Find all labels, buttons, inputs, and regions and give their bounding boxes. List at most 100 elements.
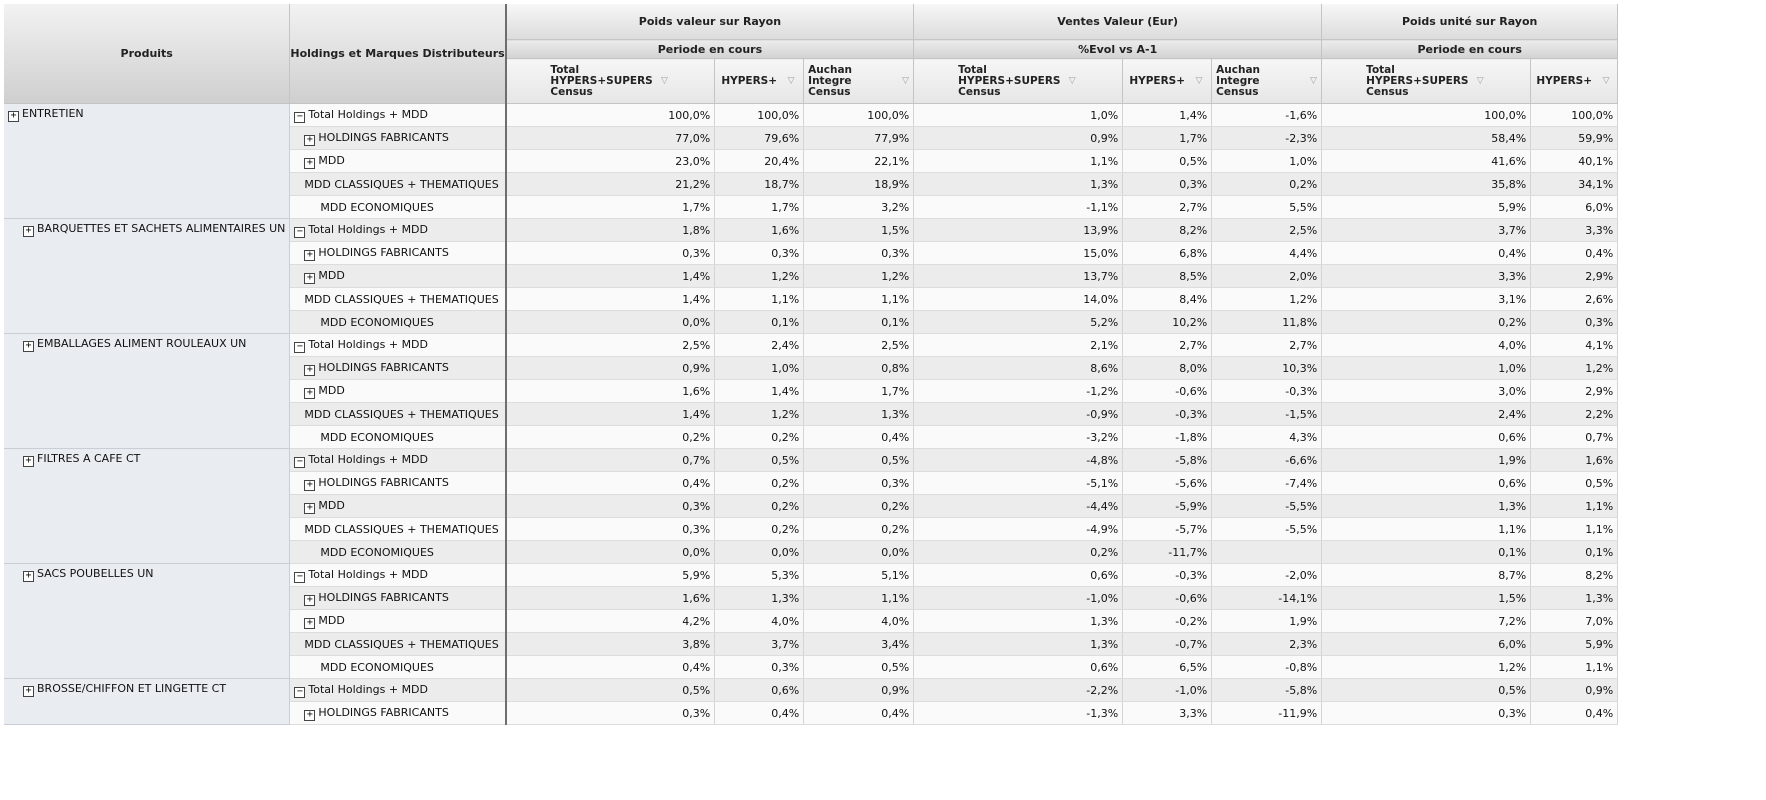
holding-cell[interactable]: − Total Holdings + MDD — [289, 103, 507, 127]
plus-box-icon[interactable]: + — [23, 226, 34, 237]
minus-box-icon[interactable]: − — [294, 571, 306, 583]
value-cell: 0,4% — [803, 701, 915, 725]
value-cell: 1,6% — [1530, 448, 1619, 472]
value-cell: 0,1% — [714, 310, 805, 334]
pivot-table: Produits Holdings et Marques Distributeu… — [4, 4, 1619, 725]
holding-cell[interactable]: + HOLDINGS FABRICANTS — [289, 356, 507, 380]
holding-cell[interactable]: + HOLDINGS FABRICANTS — [289, 241, 507, 265]
plus-box-icon[interactable]: + — [23, 686, 34, 697]
plus-box-icon[interactable]: + — [304, 364, 316, 376]
column-header-0[interactable]: Total HYPERS+SUPERS Census ▽ — [505, 58, 716, 104]
value-cell: -0,3% — [1122, 563, 1213, 587]
table-row: MDD CLASSIQUES + THEMATIQUES 1,4% 1,1% 1,1%… — [4, 287, 1619, 311]
value-cell: 6,8% — [1122, 241, 1213, 265]
plus-box-icon[interactable]: + — [304, 387, 316, 399]
product-cell[interactable]: + SACS POUBELLES UN — [4, 563, 291, 679]
column-header-4[interactable]: HYPERS+ ▽ — [1122, 58, 1213, 104]
value-cell: 0,9% — [1530, 678, 1619, 702]
filter-icon[interactable]: ▽ — [901, 76, 909, 86]
value-cell: 1,0% — [714, 356, 805, 380]
column-header-2[interactable]: Auchan Integre Census ▽ — [803, 58, 915, 104]
holding-cell[interactable]: − Total Holdings + MDD — [289, 678, 507, 702]
minus-box-icon[interactable]: − — [294, 226, 306, 238]
column-header-1[interactable]: HYPERS+ ▽ — [714, 58, 805, 104]
minus-box-icon[interactable]: − — [294, 686, 306, 698]
holding-cell[interactable]: − Total Holdings + MDD — [289, 448, 507, 472]
plus-box-icon[interactable]: + — [23, 456, 34, 467]
holding-label: MDD ECONOMIQUES — [320, 200, 434, 214]
column-header-3[interactable]: Total HYPERS+SUPERS Census ▽ — [913, 58, 1124, 104]
plus-box-icon[interactable]: + — [23, 571, 34, 582]
value-cell: -7,4% — [1211, 471, 1323, 495]
value-cell: -0,6% — [1122, 586, 1213, 610]
product-cell[interactable]: + FILTRES A CAFE CT — [4, 448, 291, 564]
product-cell[interactable]: + EMBALLAGES ALIMENT ROULEAUX UN — [4, 333, 291, 449]
holding-label: Total Holdings + MDD — [308, 222, 428, 236]
holding-cell[interactable]: − Total Holdings + MDD — [289, 333, 507, 357]
plus-box-icon[interactable]: + — [8, 111, 19, 122]
value-cell: 4,0% — [803, 609, 915, 633]
column-header-6[interactable]: Total HYPERS+SUPERS Census ▽ — [1321, 58, 1532, 104]
holding-cell[interactable]: + MDD — [289, 149, 507, 173]
value-cell: -5,8% — [1211, 678, 1323, 702]
plus-box-icon[interactable]: + — [304, 157, 316, 169]
product-cell[interactable]: + ENTRETIEN — [4, 103, 291, 219]
plus-box-icon[interactable]: + — [304, 134, 316, 146]
plus-box-icon[interactable]: + — [304, 479, 316, 491]
plus-box-icon[interactable]: + — [304, 502, 316, 514]
table-row: + SACS POUBELLES UN − Total Holdings + MDD 5… — [4, 563, 1619, 679]
holding-cell[interactable]: − Total Holdings + MDD — [289, 563, 507, 587]
value-cell: 5,1% — [803, 563, 915, 587]
header-holdings[interactable]: Holdings et Marques Distributeurs — [289, 4, 507, 104]
product-cell[interactable]: + BARQUETTES ET SACHETS ALIMENTAIRES UN — [4, 218, 291, 334]
holding-cell[interactable]: + HOLDINGS FABRICANTS — [289, 126, 507, 150]
value-cell: 3,8% — [505, 632, 716, 656]
plus-box-icon[interactable]: + — [304, 617, 316, 629]
column-header-5[interactable]: Auchan Integre Census ▽ — [1211, 58, 1323, 104]
plus-box-icon[interactable]: + — [23, 341, 34, 352]
holding-cell[interactable]: + MDD — [289, 609, 507, 633]
filter-icon[interactable]: ▽ — [1476, 76, 1484, 86]
minus-box-icon[interactable]: − — [294, 456, 306, 468]
plus-box-icon[interactable]: + — [304, 249, 316, 261]
value-cell: 0,3% — [505, 241, 716, 265]
value-cell: 1,4% — [1122, 103, 1213, 127]
holding-cell[interactable]: − Total Holdings + MDD — [289, 218, 507, 242]
filter-icon[interactable]: ▽ — [1195, 76, 1203, 86]
holding-cell[interactable]: + MDD — [289, 494, 507, 518]
plus-box-icon[interactable]: + — [304, 272, 316, 284]
holding-cell[interactable]: + HOLDINGS FABRICANTS — [289, 586, 507, 610]
filter-icon[interactable]: ▽ — [1068, 76, 1076, 86]
minus-box-icon[interactable]: − — [294, 111, 306, 123]
value-cell: 0,6% — [1321, 471, 1532, 495]
holding-cell: MDD ECONOMIQUES — [289, 540, 507, 564]
value-cell: 0,4% — [803, 425, 915, 449]
minus-box-icon[interactable]: − — [294, 341, 306, 353]
header-produits[interactable]: Produits — [4, 4, 291, 104]
value-cell: 1,3% — [913, 172, 1124, 196]
holding-cell[interactable]: + MDD — [289, 379, 507, 403]
plus-box-icon[interactable]: + — [304, 594, 316, 606]
filter-icon[interactable]: ▽ — [1309, 76, 1317, 86]
value-cell: 1,5% — [803, 218, 915, 242]
value-cell: 1,4% — [505, 264, 716, 288]
holding-cell[interactable]: + HOLDINGS FABRICANTS — [289, 701, 507, 725]
value-cell: 20,4% — [714, 149, 805, 173]
column-header-7[interactable]: HYPERS+ ▽ — [1530, 58, 1619, 104]
filter-icon[interactable]: ▽ — [1602, 76, 1610, 86]
holding-cell[interactable]: + HOLDINGS FABRICANTS — [289, 471, 507, 495]
filter-icon[interactable]: ▽ — [787, 76, 795, 86]
value-cell: 2,5% — [1211, 218, 1323, 242]
value-cell: 0,5% — [803, 448, 915, 472]
holding-label: HOLDINGS FABRICANTS — [318, 245, 449, 259]
value-cell: 13,7% — [913, 264, 1124, 288]
filter-icon[interactable]: ▽ — [660, 76, 668, 86]
value-cell: 7,2% — [1321, 609, 1532, 633]
value-cell: -2,0% — [1211, 563, 1323, 587]
holding-cell: MDD ECONOMIQUES — [289, 425, 507, 449]
product-cell[interactable]: + BROSSE/CHIFFON ET LINGETTE CT — [4, 678, 291, 725]
value-cell: -5,9% — [1122, 494, 1213, 518]
plus-box-icon[interactable]: + — [304, 709, 316, 721]
holding-label: MDD — [318, 613, 345, 627]
holding-cell[interactable]: + MDD — [289, 264, 507, 288]
